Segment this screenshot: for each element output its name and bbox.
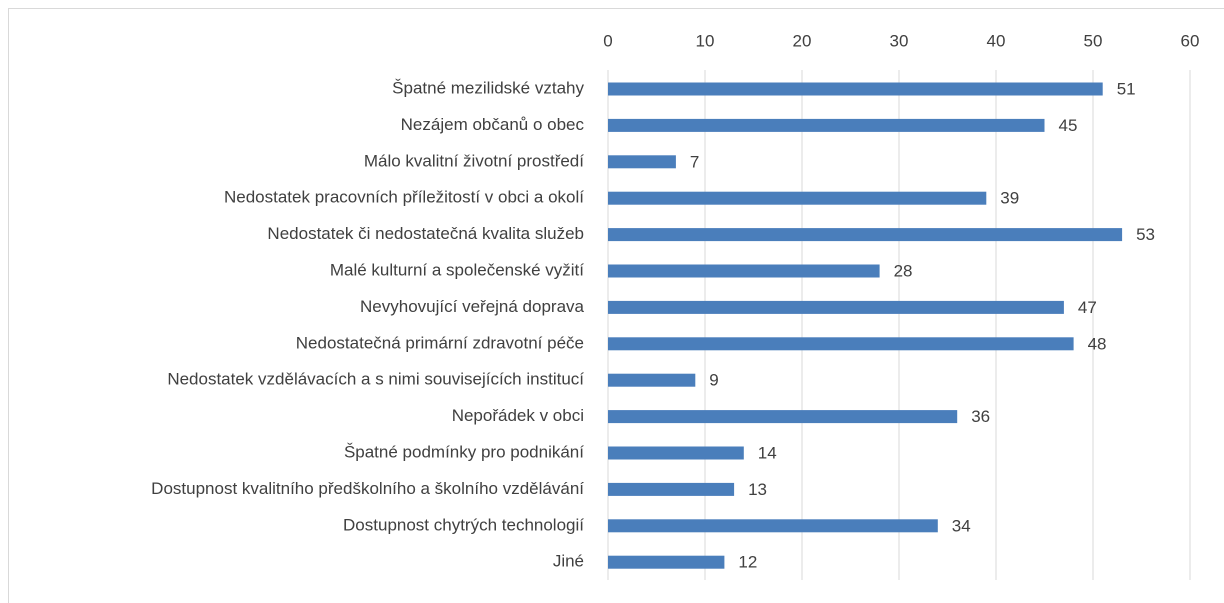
data-label: 51 (1117, 79, 1136, 98)
y-tick-label: Špatné podmínky pro podnikání (344, 442, 584, 461)
y-tick-label: Dostupnost chytrých technologií (343, 515, 584, 534)
bar (608, 228, 1123, 242)
data-label: 9 (709, 371, 718, 390)
bar (608, 373, 696, 387)
bar (608, 300, 1064, 314)
data-label: 47 (1078, 298, 1097, 317)
x-tick-label: 60 (1181, 31, 1200, 50)
x-tick-label: 20 (793, 31, 812, 50)
bar (608, 519, 938, 533)
data-label: 39 (1000, 189, 1019, 208)
y-tick-label: Nedostatek pracovních příležitostí v obc… (224, 188, 584, 207)
y-tick-label: Dostupnost kvalitního předškolního a ško… (151, 479, 584, 498)
bar (608, 82, 1103, 96)
data-label: 7 (690, 152, 699, 171)
bar (608, 555, 725, 569)
y-tick-label: Nevyhovující veřejná doprava (360, 297, 585, 316)
x-tick-label: 40 (987, 31, 1006, 50)
data-label: 13 (748, 480, 767, 499)
bar (608, 155, 676, 169)
y-tick-label: Nepořádek v obci (452, 406, 584, 425)
x-tick-label: 10 (696, 31, 715, 50)
y-tick-label: Nezájem občanů o obec (401, 115, 585, 134)
bar (608, 191, 987, 205)
data-label: 34 (952, 516, 971, 535)
y-tick-label: Nedostatek či nedostatečná kvalita služe… (267, 224, 584, 243)
data-label: 53 (1136, 225, 1155, 244)
bar (608, 482, 735, 496)
x-tick-label: 30 (890, 31, 909, 50)
x-tick-label: 50 (1084, 31, 1103, 50)
chart-frame (8, 8, 1224, 603)
y-tick-label: Jiné (553, 552, 584, 571)
y-tick-label: Špatné mezilidské vztahy (392, 78, 584, 97)
data-label: 28 (894, 261, 913, 280)
data-label: 12 (738, 553, 757, 572)
bar (608, 264, 880, 278)
y-tick-label: Nedostatečná primární zdravotní péče (296, 333, 584, 352)
data-label: 36 (971, 407, 990, 426)
bar (608, 410, 958, 424)
data-label: 48 (1088, 334, 1107, 353)
bar (608, 337, 1074, 351)
y-tick-label: Malé kulturní a společenské vyžití (330, 260, 584, 279)
bar (608, 118, 1045, 132)
data-label: 14 (758, 443, 777, 462)
bar (608, 446, 744, 460)
y-tick-label: Málo kvalitní životní prostředí (364, 151, 584, 170)
x-tick-label: 0 (603, 31, 612, 50)
data-label: 45 (1059, 116, 1078, 135)
y-tick-label: Nedostatek vzdělávacích a s nimi souvise… (167, 370, 584, 389)
